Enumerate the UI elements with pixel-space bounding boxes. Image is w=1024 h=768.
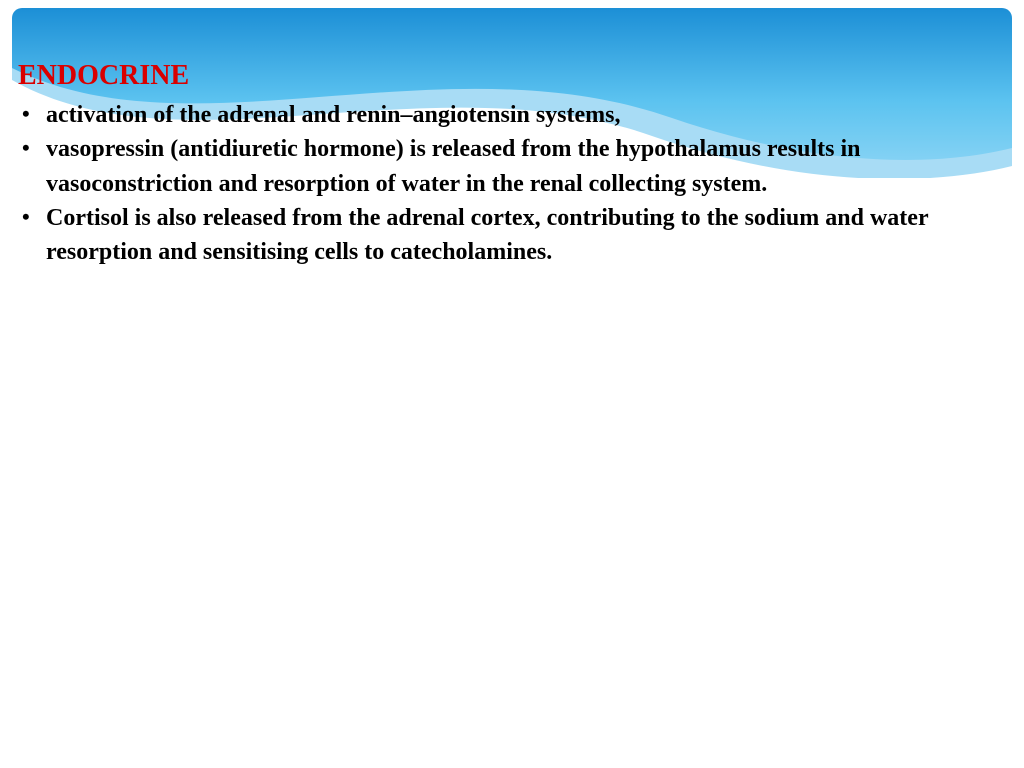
bullet-list: activation of the adrenal and renin–angi… [18,98,994,270]
slide: ENDOCRINE activation of the adrenal and … [0,0,1024,768]
list-item: vasopressin (antidiuretic hormone) is re… [18,132,994,201]
bullet-text: Cortisol is also released from the adren… [46,205,928,265]
list-item: Cortisol is also released from the adren… [18,201,994,270]
list-item: activation of the adrenal and renin–angi… [18,98,994,132]
bullet-text: activation of the adrenal and renin–angi… [46,102,621,128]
bullet-text: vasopressin (antidiuretic hormone) is re… [46,136,860,196]
slide-heading: ENDOCRINE [18,60,994,92]
content: ENDOCRINE activation of the adrenal and … [18,60,994,270]
